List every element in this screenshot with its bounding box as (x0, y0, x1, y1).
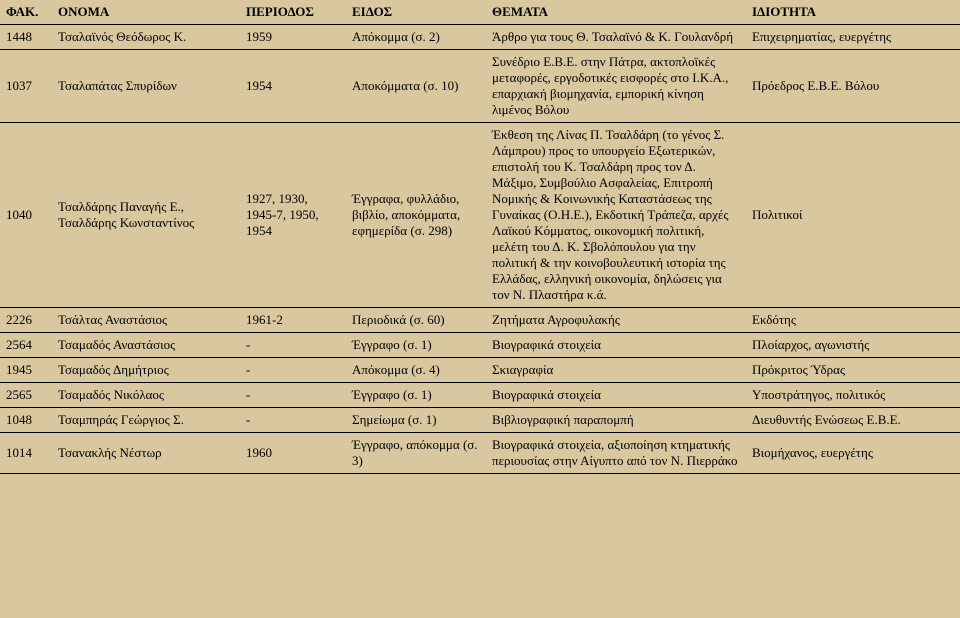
cell-periodos: 1961-2 (240, 308, 346, 333)
cell-eidos: Απόκομμα (σ. 4) (346, 358, 486, 383)
cell-fak: 1048 (0, 408, 52, 433)
cell-onoma: Τσαμαδός Αναστάσιος (52, 333, 240, 358)
cell-onoma: Τσαμαδός Νικόλαος (52, 383, 240, 408)
col-idiotita: ΙΔΙΟΤΗΤΑ (746, 0, 960, 25)
cell-fak: 1448 (0, 25, 52, 50)
table-body: 1448Τσαλαϊνός Θεόδωρος Κ.1959Απόκομμα (σ… (0, 25, 960, 474)
cell-fak: 1945 (0, 358, 52, 383)
cell-onoma: Τσαμπηράς Γεώργιος Σ. (52, 408, 240, 433)
col-fak: ΦΑΚ. (0, 0, 52, 25)
cell-fak: 2226 (0, 308, 52, 333)
cell-eidos: Αποκόμματα (σ. 10) (346, 50, 486, 123)
col-onoma: ΟΝΟΜΑ (52, 0, 240, 25)
cell-themata: Βιογραφικά στοιχεία (486, 383, 746, 408)
cell-themata: Σκιαγραφία (486, 358, 746, 383)
table-row: 1448Τσαλαϊνός Θεόδωρος Κ.1959Απόκομμα (σ… (0, 25, 960, 50)
cell-periodos: 1927, 1930, 1945-7, 1950, 1954 (240, 123, 346, 308)
cell-periodos: - (240, 408, 346, 433)
cell-eidos: Απόκομμα (σ. 2) (346, 25, 486, 50)
cell-idiotita: Εκδότης (746, 308, 960, 333)
col-themata: ΘΕΜΑΤΑ (486, 0, 746, 25)
table-row: 1048Τσαμπηράς Γεώργιος Σ.-Σημείωμα (σ. 1… (0, 408, 960, 433)
table-row: 2226Τσάλτας Αναστάσιος1961-2Περιοδικά (σ… (0, 308, 960, 333)
cell-onoma: Τσαλαϊνός Θεόδωρος Κ. (52, 25, 240, 50)
cell-onoma: Τσαλαπάτας Σπυρίδων (52, 50, 240, 123)
table-header: ΦΑΚ. ΟΝΟΜΑ ΠΕΡΙΟΔΟΣ ΕΙΔΟΣ ΘΕΜΑΤΑ ΙΔΙΟΤΗΤ… (0, 0, 960, 25)
table-row: 1040Τσαλδάρης Παναγής Ε., Τσαλδάρης Κωνσ… (0, 123, 960, 308)
cell-periodos: - (240, 383, 346, 408)
cell-idiotita: Διευθυντής Ενώσεως Ε.Β.Ε. (746, 408, 960, 433)
cell-periodos: 1954 (240, 50, 346, 123)
cell-themata: Ζητήματα Αγροφυλακής (486, 308, 746, 333)
cell-eidos: Σημείωμα (σ. 1) (346, 408, 486, 433)
table-row: 1014Τσανακλής Νέστωρ1960Έγγραφο, απόκομμ… (0, 433, 960, 474)
table-row: 2564Τσαμαδός Αναστάσιος-Έγγραφο (σ. 1)Βι… (0, 333, 960, 358)
cell-idiotita: Πρόεδρος Ε.Β.Ε. Βόλου (746, 50, 960, 123)
cell-idiotita: Επιχειρηματίας, ευεργέτης (746, 25, 960, 50)
table-row: 1037Τσαλαπάτας Σπυρίδων1954Αποκόμματα (σ… (0, 50, 960, 123)
cell-fak: 1014 (0, 433, 52, 474)
cell-fak: 1040 (0, 123, 52, 308)
table-row: 1945Τσαμαδός Δημήτριος-Απόκομμα (σ. 4)Σκ… (0, 358, 960, 383)
col-periodos: ΠΕΡΙΟΔΟΣ (240, 0, 346, 25)
cell-eidos: Περιοδικά (σ. 60) (346, 308, 486, 333)
cell-themata: Άρθρο για τους Θ. Τσαλαϊνό & Κ. Γουλανδρ… (486, 25, 746, 50)
cell-periodos: - (240, 358, 346, 383)
archive-table: ΦΑΚ. ΟΝΟΜΑ ΠΕΡΙΟΔΟΣ ΕΙΔΟΣ ΘΕΜΑΤΑ ΙΔΙΟΤΗΤ… (0, 0, 960, 474)
cell-onoma: Τσαμαδός Δημήτριος (52, 358, 240, 383)
cell-themata: Βιβλιογραφική παραπομπή (486, 408, 746, 433)
cell-idiotita: Πρόκριτος Ύδρας (746, 358, 960, 383)
cell-periodos: 1960 (240, 433, 346, 474)
cell-fak: 1037 (0, 50, 52, 123)
cell-idiotita: Υποστράτηγος, πολιτικός (746, 383, 960, 408)
cell-themata: Συνέδριο Ε.Β.Ε. στην Πάτρα, ακτοπλοϊκές … (486, 50, 746, 123)
cell-idiotita: Πολιτικοί (746, 123, 960, 308)
cell-themata: Βιογραφικά στοιχεία (486, 333, 746, 358)
cell-eidos: Έγγραφα, φυλλάδιο, βιβλίο, αποκόμματα, ε… (346, 123, 486, 308)
cell-eidos: Έγγραφο (σ. 1) (346, 333, 486, 358)
table-row: 2565Τσαμαδός Νικόλαος-Έγγραφο (σ. 1)Βιογ… (0, 383, 960, 408)
cell-onoma: Τσάλτας Αναστάσιος (52, 308, 240, 333)
cell-onoma: Τσαλδάρης Παναγής Ε., Τσαλδάρης Κωνσταντ… (52, 123, 240, 308)
cell-idiotita: Πλοίαρχος, αγωνιστής (746, 333, 960, 358)
cell-themata: Βιογραφικά στοιχεία, αξιοποίηση κτηματικ… (486, 433, 746, 474)
col-eidos: ΕΙΔΟΣ (346, 0, 486, 25)
cell-eidos: Έγγραφο, απόκομμα (σ. 3) (346, 433, 486, 474)
cell-eidos: Έγγραφο (σ. 1) (346, 383, 486, 408)
cell-periodos: 1959 (240, 25, 346, 50)
cell-periodos: - (240, 333, 346, 358)
cell-fak: 2564 (0, 333, 52, 358)
cell-onoma: Τσανακλής Νέστωρ (52, 433, 240, 474)
cell-themata: Έκθεση της Λίνας Π. Τσαλδάρη (το γένος Σ… (486, 123, 746, 308)
cell-idiotita: Βιομήχανος, ευεργέτης (746, 433, 960, 474)
cell-fak: 2565 (0, 383, 52, 408)
